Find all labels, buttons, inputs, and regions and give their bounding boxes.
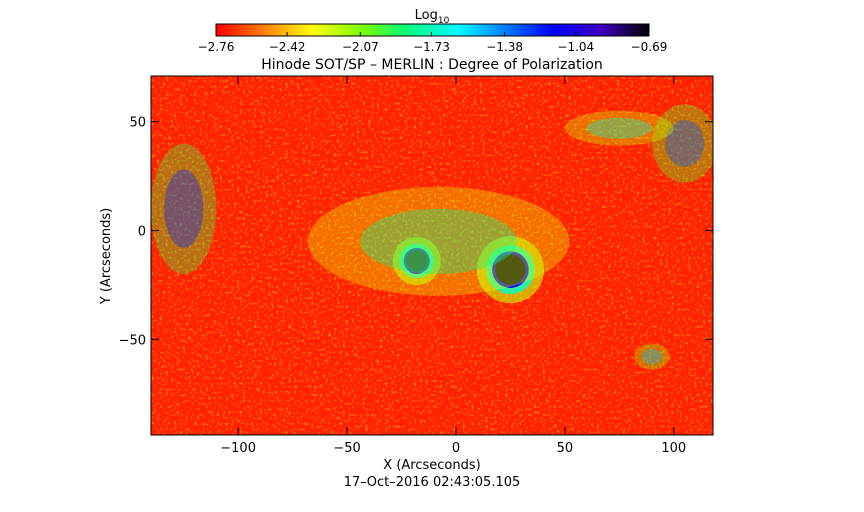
colorbar-tick-label: −1.73 xyxy=(413,40,450,54)
plot-frame xyxy=(150,75,714,436)
colorbar-tick-label: −2.76 xyxy=(198,40,235,54)
y-tick-label: 0 xyxy=(138,224,146,239)
heatmap-feature-plage xyxy=(307,186,570,296)
x-tick-label: 50 xyxy=(557,441,574,456)
colorbar-tick-label: −2.42 xyxy=(269,40,306,54)
x-tick-label: −50 xyxy=(333,441,360,456)
colorbar-tick-label: −0.69 xyxy=(631,40,668,54)
x-axis-ticks: −100 −50 0 50 100 xyxy=(220,76,686,456)
colorbar-tick-label: −2.07 xyxy=(342,40,379,54)
chart-title: Hinode SOT/SP – MERLIN : Degree of Polar… xyxy=(261,57,603,73)
colorbar-label: Log10 xyxy=(415,8,450,26)
colorbar-tick-label: −1.04 xyxy=(557,40,594,54)
colorbar-ticks: −2.76 −2.42 −2.07 −1.73 −1.38 −1.04 −0.69 xyxy=(198,32,668,54)
y-axis-label: Y (Arcseconds) xyxy=(99,208,114,305)
heatmap-feature-spot xyxy=(392,236,441,285)
heatmap-feature-plage xyxy=(564,110,674,146)
colorbar-gradient xyxy=(215,23,650,37)
heatmap-area xyxy=(151,76,713,435)
x-tick-label: 0 xyxy=(452,441,460,456)
y-tick-label: 50 xyxy=(129,116,146,131)
heatmap-feature-plage xyxy=(151,143,217,274)
x-tick-label: −100 xyxy=(220,441,256,456)
colorbar: Log10 −2.76 −2.42 −2.07 −1.73 −1.38 −1.04 −0.6… xyxy=(198,8,668,54)
x-axis-label: X (Arcseconds) xyxy=(383,458,480,473)
timestamp: 17–Oct–2016 02:43:05.105 xyxy=(344,475,521,490)
colorbar-tick-label: −1.38 xyxy=(486,40,523,54)
y-axis-ticks: 50 0 −50 xyxy=(119,116,713,348)
x-tick-label: 100 xyxy=(661,441,686,456)
y-tick-label: −50 xyxy=(119,333,146,348)
heatmap-feature-plage xyxy=(652,104,713,183)
heatmap-feature-plage xyxy=(634,343,670,370)
heatmap-feature-spot xyxy=(476,236,544,304)
heatmap-features xyxy=(151,104,713,370)
